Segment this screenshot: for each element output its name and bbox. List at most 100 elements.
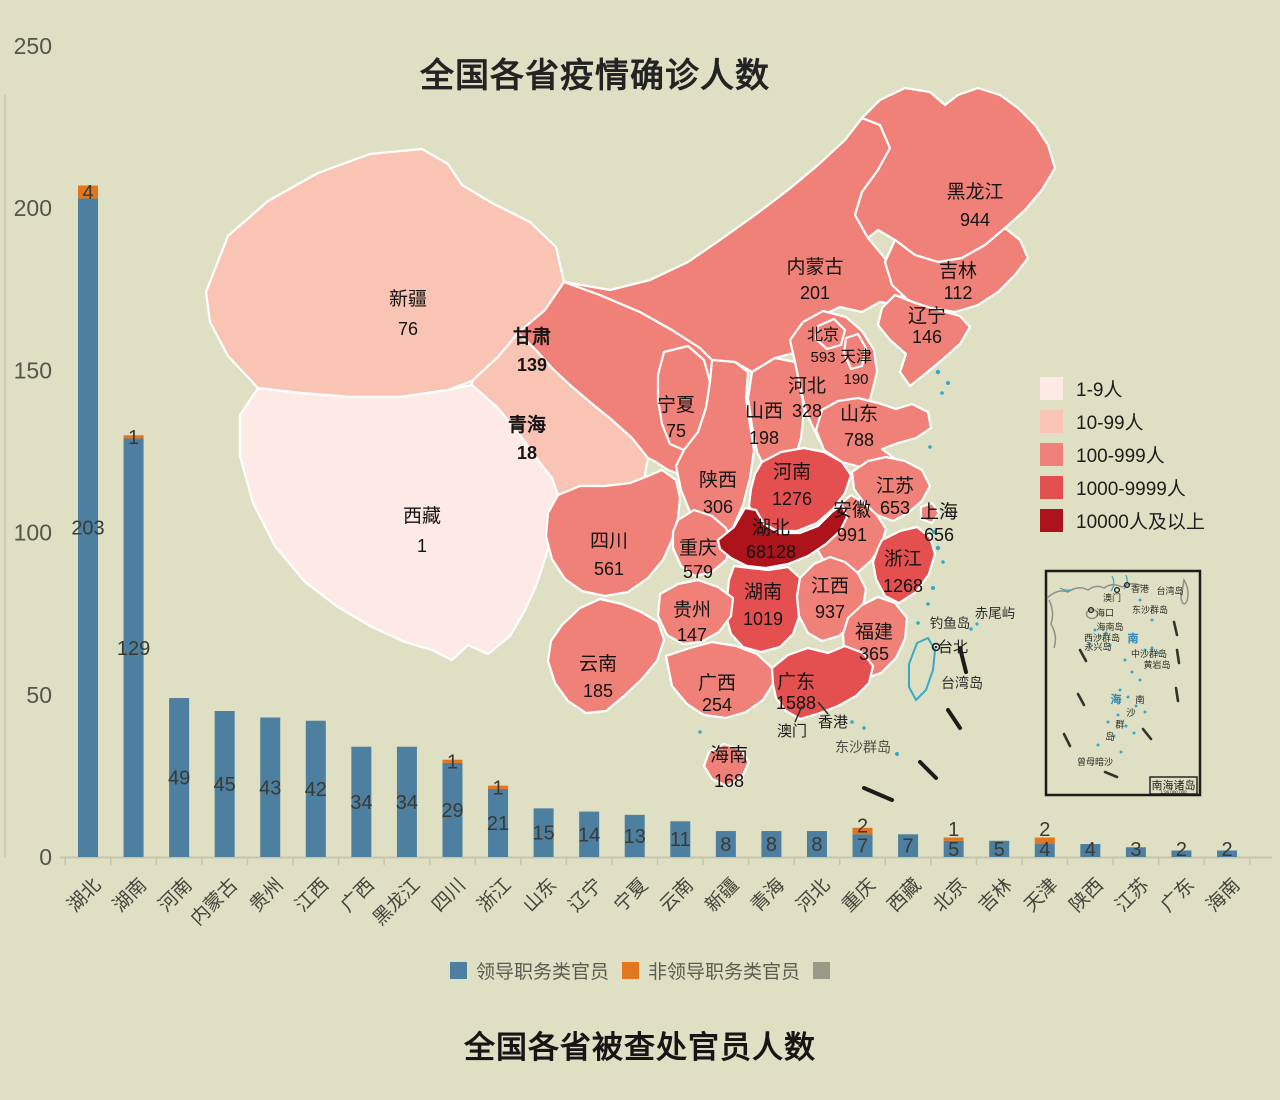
bar-value-label: 7 xyxy=(857,836,868,858)
inset-label: 海南岛 xyxy=(1096,621,1123,632)
inset-dash-segments xyxy=(1062,620,1181,779)
inset-sea-label: 海 xyxy=(1111,692,1122,706)
x-axis-category-label: 北京 xyxy=(929,874,971,916)
bar-value-label: 129 xyxy=(117,638,150,660)
map-label-value: 365 xyxy=(859,644,889,664)
province-zhejiang xyxy=(871,525,937,605)
x-axis-category-label: 四川 xyxy=(428,875,470,917)
map-label-value: 18 xyxy=(517,443,537,463)
x-axis-category-label: 湖南 xyxy=(109,874,151,916)
bar-value-label: 11 xyxy=(670,829,691,851)
x-axis-category-label: 浙江 xyxy=(473,874,515,916)
inset-nansha-label: 沙 xyxy=(1126,708,1136,719)
map-label-name: 河北 xyxy=(788,375,826,397)
inset-scale-label: 1:96 000 000 xyxy=(1160,790,1187,795)
map-label-name: 云南 xyxy=(579,653,617,675)
inset-nansha-label: 南 xyxy=(1135,694,1145,706)
inset-label: 黄岩岛 xyxy=(1143,659,1170,670)
map-legend-label: 100-999人 xyxy=(1076,446,1165,467)
map-label-value: 76 xyxy=(398,319,418,339)
map-label-value: 306 xyxy=(703,497,733,517)
bar-legend-item: 非领导职务类官员 xyxy=(622,957,800,984)
map-label-value: 1268 xyxy=(883,576,923,596)
map-label-value: 1588 xyxy=(776,693,816,713)
x-axis-category-label: 陕西 xyxy=(1065,874,1107,916)
bar-value-label: 34 xyxy=(350,792,372,814)
province-guizhou xyxy=(656,578,735,646)
inset-border xyxy=(1044,569,1202,797)
bar-chart-bars xyxy=(78,185,1237,857)
map-label-name: 黑龙江 xyxy=(946,181,1003,203)
map-label-name: 安徽 xyxy=(833,499,871,521)
bar-leader-云南 xyxy=(670,821,691,857)
map-small-label: 东沙群岛 xyxy=(835,739,891,755)
bar-leader-宁夏 xyxy=(624,814,645,857)
map-label-value: 68128 xyxy=(746,542,796,562)
bar-value-label-orange: 2 xyxy=(857,816,868,838)
china-map xyxy=(204,86,1057,788)
map-label-name: 湖南 xyxy=(744,581,782,603)
map-legend-swatch xyxy=(1040,476,1063,499)
bar-value-label: 14 xyxy=(578,824,600,846)
map-label-value: 1 xyxy=(417,536,427,556)
x-axis-category-label: 江苏 xyxy=(1111,874,1153,916)
bar-nonleader-北京 xyxy=(943,837,964,841)
bar-leader-江苏 xyxy=(1125,847,1146,857)
bar-value-label-orange: 1 xyxy=(128,427,139,449)
bar-leader-河南 xyxy=(169,698,190,857)
inset-label: 中沙群岛 xyxy=(1131,648,1167,659)
map-label-value: 593 xyxy=(810,349,835,366)
bar-value-label-orange: 1 xyxy=(447,751,458,773)
map-label-name: 江西 xyxy=(811,575,849,597)
bar-value-label: 29 xyxy=(441,800,463,822)
bar-value-label: 8 xyxy=(811,834,822,856)
x-axis-category-label: 天津 xyxy=(1020,874,1062,916)
inset-coastlines xyxy=(1046,577,1189,649)
map-label-name: 江苏 xyxy=(876,475,914,497)
bar-legend-label: 非领导职务类官员 xyxy=(648,962,801,983)
x-axis-category-label: 山东 xyxy=(519,874,561,916)
map-label-value: 1276 xyxy=(772,489,812,509)
bar-leader-内蒙古 xyxy=(214,711,235,857)
bar-nonleader-天津 xyxy=(1034,837,1055,845)
map-label-value: 653 xyxy=(880,498,910,518)
map-label-value: 147 xyxy=(677,625,707,645)
y-axis-tick-label: 150 xyxy=(14,357,52,383)
x-axis-category-label: 内蒙古 xyxy=(186,874,242,930)
map-small-label: 台北 xyxy=(938,639,968,656)
province-henan xyxy=(747,446,853,533)
x-axis-category-label: 新疆 xyxy=(701,874,743,916)
map-label-name: 辽宁 xyxy=(908,305,946,327)
x-axis-category-label: 宁夏 xyxy=(610,874,652,916)
bar-leader-青海 xyxy=(761,831,782,857)
map-label-value: 168 xyxy=(714,771,744,791)
bar-nonleader-重庆 xyxy=(852,827,873,835)
map-label-name: 吉林 xyxy=(939,260,977,282)
bar-legend-swatch xyxy=(449,962,467,979)
map-label-name: 西藏 xyxy=(403,505,441,527)
x-axis-category-label: 重庆 xyxy=(838,874,880,916)
bar-leader-海南 xyxy=(1217,850,1237,857)
map-legend-label: 1000-9999人 xyxy=(1076,479,1186,500)
map-label-name: 山西 xyxy=(745,400,783,422)
x-axis-category-label: 河南 xyxy=(154,874,196,916)
bar-value-label-orange: 4 xyxy=(82,182,93,204)
map-label-name: 福建 xyxy=(855,621,893,643)
y-axis-tick-label: 0 xyxy=(39,844,52,870)
map-label-value: 198 xyxy=(749,428,779,448)
inset-box-label: 南海诸岛 xyxy=(1152,778,1196,792)
y-axis-tick-label: 250 xyxy=(14,33,52,59)
province-jilin xyxy=(883,226,1030,314)
inset-nansha-label: 岛 xyxy=(1105,731,1115,743)
bar-value-label: 5 xyxy=(948,839,959,861)
map-label-name: 湖北 xyxy=(752,517,790,539)
x-axis-category-label: 河北 xyxy=(792,874,834,916)
province-sichuan xyxy=(544,468,682,598)
inset-label: 西沙群岛 xyxy=(1084,632,1120,643)
x-axis-category-label: 湖北 xyxy=(63,874,105,916)
bar-leader-广西 xyxy=(351,746,372,857)
map-legend-label: 1-9人 xyxy=(1076,380,1123,401)
